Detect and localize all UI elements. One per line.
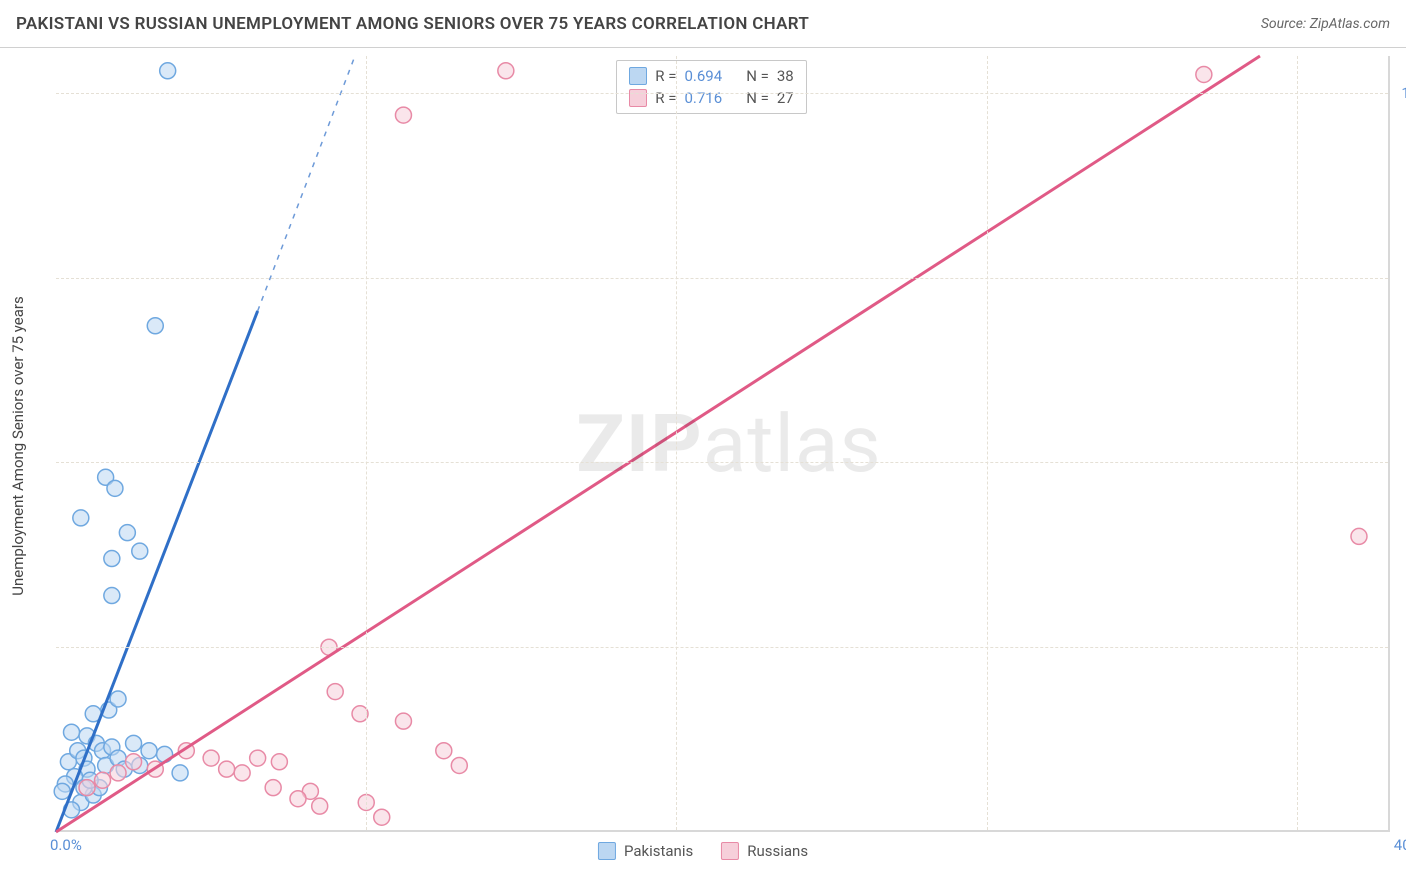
scatter-point xyxy=(160,63,176,79)
scatter-point xyxy=(498,63,514,79)
scatter-point xyxy=(79,780,95,796)
source-attribution: Source: ZipAtlas.com xyxy=(1261,16,1390,32)
legend-r-value: 0.716 xyxy=(684,87,734,109)
scatter-point xyxy=(436,743,452,759)
trend-line xyxy=(56,56,1260,832)
scatter-point xyxy=(172,765,188,781)
legend-n-label: N = xyxy=(742,65,768,87)
gridline-vertical xyxy=(1297,56,1298,830)
gridline-vertical xyxy=(987,56,988,830)
scatter-point xyxy=(1196,66,1212,82)
scatter-point xyxy=(141,743,157,759)
x-axis-tick-label: 0.0% xyxy=(50,836,82,854)
scatter-point xyxy=(271,754,287,770)
scatter-point xyxy=(395,713,411,729)
scatter-point xyxy=(234,765,250,781)
scatter-point xyxy=(132,543,148,559)
gridline-horizontal xyxy=(56,93,1388,94)
scatter-point xyxy=(107,480,123,496)
scatter-point xyxy=(250,750,266,766)
scatter-point xyxy=(73,510,89,526)
scatter-point xyxy=(126,735,142,751)
scatter-point xyxy=(104,551,120,567)
legend-series-label: Pakistanis xyxy=(624,842,693,860)
plot-area: ZIPatlas R =0.694 N =38R =0.716 N =27 25… xyxy=(56,56,1390,832)
legend-n-value: 27 xyxy=(777,87,794,109)
trend-line-extrapolated xyxy=(258,56,355,311)
legend-swatch xyxy=(629,89,647,107)
scatter-point xyxy=(374,809,390,825)
scatter-point xyxy=(290,791,306,807)
scatter-point xyxy=(95,772,111,788)
legend-n-label: N = xyxy=(742,87,768,109)
scatter-point xyxy=(126,754,142,770)
correlation-legend: R = 0.694 N = 38 R = 0.716 N = 27 xyxy=(616,60,806,114)
scatter-point xyxy=(119,525,135,541)
scatter-svg xyxy=(56,56,1388,830)
gridline-vertical xyxy=(676,56,677,830)
scatter-point xyxy=(110,691,126,707)
scatter-point xyxy=(1351,528,1367,544)
legend-r-label: R = xyxy=(655,87,676,109)
legend-swatch xyxy=(629,67,647,85)
chart-title: PAKISTANI VS RUSSIAN UNEMPLOYMENT AMONG … xyxy=(16,14,809,34)
legend-n-value: 38 xyxy=(777,65,794,87)
legend-series-item: Russians xyxy=(721,842,808,860)
legend-correlation-row: R = 0.694 N = 38 xyxy=(629,65,793,87)
scatter-point xyxy=(312,798,328,814)
legend-series-item: Pakistanis xyxy=(598,842,693,860)
gridline-horizontal xyxy=(56,647,1388,648)
legend-swatch xyxy=(721,842,739,860)
scatter-point xyxy=(451,757,467,773)
scatter-point xyxy=(147,318,163,334)
legend-swatch xyxy=(598,842,616,860)
legend-r-value: 0.694 xyxy=(684,65,734,87)
gridline-horizontal xyxy=(56,462,1388,463)
scatter-point xyxy=(327,684,343,700)
x-axis-tick-label: 40.0% xyxy=(1394,836,1406,854)
legend-series-label: Russians xyxy=(747,842,808,860)
legend-r-label: R = xyxy=(655,65,676,87)
gridline-vertical xyxy=(366,56,367,830)
scatter-point xyxy=(54,783,70,799)
scatter-point xyxy=(203,750,219,766)
title-bar: PAKISTANI VS RUSSIAN UNEMPLOYMENT AMONG … xyxy=(0,0,1406,48)
gridline-horizontal xyxy=(56,278,1388,279)
y-axis-tick-label: 100.0% xyxy=(1401,84,1406,102)
scatter-point xyxy=(64,724,80,740)
scatter-point xyxy=(104,588,120,604)
y-axis-label: Unemployment Among Seniors over 75 years xyxy=(9,296,27,595)
legend-correlation-row: R = 0.716 N = 27 xyxy=(629,87,793,109)
series-legend: Pakistanis Russians xyxy=(598,842,808,860)
scatter-point xyxy=(110,765,126,781)
scatter-point xyxy=(219,761,235,777)
scatter-point xyxy=(395,107,411,123)
scatter-point xyxy=(265,780,281,796)
